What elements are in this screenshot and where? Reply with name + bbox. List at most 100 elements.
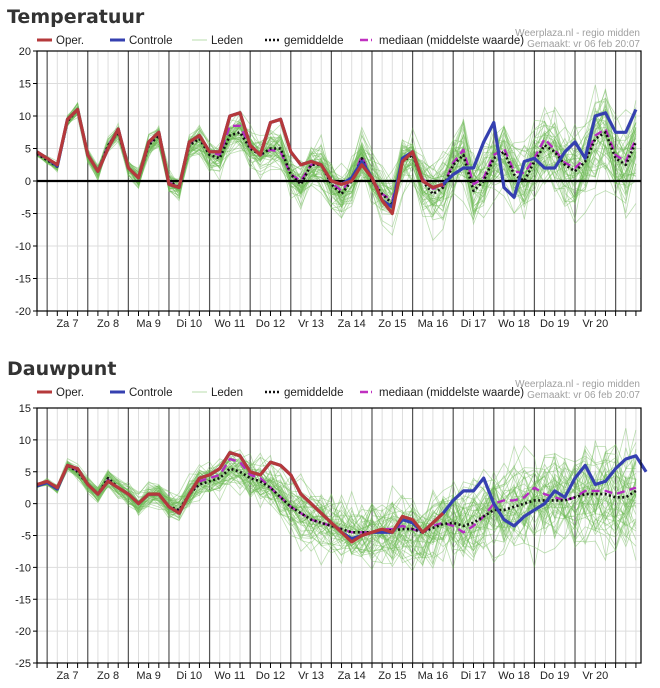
x-tick-label: Di 10 xyxy=(176,670,202,682)
x-tick-label: Zo 8 xyxy=(97,670,119,682)
y-axis: 20 15 10 5 0 -5 -10 -15 -20 xyxy=(15,46,37,318)
legend-leden-label: Leden xyxy=(211,387,243,399)
y-tick-label: 15 xyxy=(19,79,31,91)
ensemble-member-line xyxy=(36,464,637,549)
ensemble-member-line xyxy=(36,113,637,209)
x-tick-label: Za 7 xyxy=(56,318,78,330)
ensemble-member-line xyxy=(36,454,637,556)
legend: Oper. Controle Leden gemiddelde mediaan (mid… xyxy=(37,387,524,399)
x-tick-label: Ma 9 xyxy=(136,318,160,330)
ensemble-member-line xyxy=(36,111,636,214)
dewpoint-chart: 15 10 5 0 -5 -10 -15 -20 -25 Za 7 Zo 8 Ma 9 Di 10 Wo … xyxy=(15,387,648,682)
ensemble-member-line xyxy=(36,84,637,197)
ensemble-member-line xyxy=(36,462,637,556)
y-tick-label: -25 xyxy=(15,658,31,670)
ensemble-member-line xyxy=(36,112,637,208)
ensemble-member-line xyxy=(36,110,637,212)
ensemble-member-line xyxy=(36,460,637,558)
y-tick-label: -10 xyxy=(15,241,31,253)
y-tick-label: -20 xyxy=(15,306,31,318)
x-tick-label: Do 19 xyxy=(540,670,569,682)
y-tick-label: 5 xyxy=(25,467,31,479)
x-tick-label: Ma 16 xyxy=(418,318,449,330)
x-tick-label: Za 14 xyxy=(338,318,366,330)
legend-leden-label: Leden xyxy=(211,35,243,47)
ensemble-member-line xyxy=(36,459,637,554)
x-tick-label: Di 17 xyxy=(461,670,487,682)
ensemble-member-line xyxy=(36,458,637,546)
x-tick-label: Ma 9 xyxy=(136,670,160,682)
x-tick-label: Wo 18 xyxy=(498,670,530,682)
oper-line xyxy=(36,107,444,216)
y-tick-label: 0 xyxy=(25,176,31,188)
y-tick-label: 0 xyxy=(25,499,31,511)
ensemble-member-line xyxy=(36,462,637,548)
oper-line xyxy=(36,450,445,544)
y-tick-label: -15 xyxy=(15,274,31,286)
y-tick-label: 10 xyxy=(19,111,31,123)
legend-mediaan-label: mediaan (middelste waarde) xyxy=(379,387,524,399)
ensemble-member-line xyxy=(36,103,636,211)
ensemble-member-line xyxy=(36,112,637,220)
ensemble-member-line xyxy=(36,449,637,559)
ensemble-member-line xyxy=(36,103,637,208)
x-tick-label: Do 19 xyxy=(540,318,569,330)
legend: Oper. Controle Leden gemiddelde mediaan (mid… xyxy=(37,35,524,47)
legend-controle-label: Controle xyxy=(129,387,172,399)
ensemble-member-line xyxy=(36,447,637,559)
x-tick-label: Zo 8 xyxy=(97,318,119,330)
ensemble-member-line xyxy=(36,106,637,215)
y-tick-label: -15 xyxy=(15,594,31,606)
ensemble-member-line xyxy=(36,97,637,209)
x-tick-label: Za 14 xyxy=(338,670,366,682)
y-tick-label: 20 xyxy=(19,46,31,58)
x-tick-label: Di 17 xyxy=(461,318,487,330)
legend-gemiddelde-label: gemiddelde xyxy=(284,35,343,47)
legend-controle-label: Controle xyxy=(129,35,172,47)
x-tick-label: Do 12 xyxy=(256,670,285,682)
x-tick-label: Wo 18 xyxy=(498,318,530,330)
y-tick-label: -5 xyxy=(21,531,31,543)
ensemble-member-line xyxy=(36,451,637,559)
dewpoint-panel: Dauwpunt Weerplaza.nl - regio midden Gem… xyxy=(0,345,660,688)
legend-oper-label: Oper. xyxy=(56,387,84,399)
grid xyxy=(37,407,641,664)
x-tick-label: Vr 20 xyxy=(582,670,608,682)
x-tick-label: Za 7 xyxy=(56,670,78,682)
x-tick-label: Zo 15 xyxy=(378,670,406,682)
x-tick-label: Do 12 xyxy=(256,318,285,330)
ensemble-member-line xyxy=(36,457,637,560)
temperature-title: Temperatuur xyxy=(7,6,145,28)
y-tick-label: -5 xyxy=(21,209,31,221)
ensemble-member-line xyxy=(36,429,637,570)
ensemble-member-line xyxy=(36,101,637,205)
temperature-chart: 20 15 10 5 0 -5 -10 -15 -20 Za 7 Zo 8 Ma 9 Di 10 Wo 1… xyxy=(15,35,642,330)
ensemble-member-line xyxy=(36,109,637,220)
temperature-panel: Temperatuur Weerplaza.nl - regio midden … xyxy=(7,6,642,330)
ensemble-member-line xyxy=(36,455,637,566)
dewpoint-credit: Weerplaza.nl - regio midden Gemaakt: vr … xyxy=(515,379,640,401)
ensemble-member-line xyxy=(36,466,637,549)
legend-gemiddelde-label: gemiddelde xyxy=(284,387,343,399)
x-tick-label: Vr 13 xyxy=(298,670,324,682)
credit-source: Weerplaza.nl - regio midden xyxy=(515,28,640,39)
ensemble-member-line xyxy=(36,113,637,215)
x-tick-label: Zo 15 xyxy=(378,318,406,330)
y-tick-label: 15 xyxy=(19,403,31,415)
ensemble-member-line xyxy=(36,453,637,564)
x-tick-label: Wo 11 xyxy=(214,318,245,330)
ensemble-member-line xyxy=(36,452,637,561)
x-axis: Za 7 Zo 8 Ma 9 Di 10 Wo 11 Do 12 Vr 13 Za 14 Zo … xyxy=(36,663,637,682)
ensemble-member-line xyxy=(36,107,637,221)
ensemble-member-line xyxy=(36,108,637,208)
x-tick-label: Ma 16 xyxy=(418,670,449,682)
x-tick-label: Vr 13 xyxy=(298,318,324,330)
credit-source: Weerplaza.nl - regio midden xyxy=(515,379,640,390)
x-tick-label: Di 10 xyxy=(176,318,202,330)
y-axis: 15 10 5 0 -5 -10 -15 -20 -25 xyxy=(15,403,37,670)
ensemble-member-line xyxy=(36,109,637,204)
ensemble-member-line xyxy=(36,428,637,556)
legend-oper-label: Oper. xyxy=(56,35,84,47)
ensemble-member-line xyxy=(36,455,637,572)
ensemble-member-line xyxy=(36,443,637,535)
